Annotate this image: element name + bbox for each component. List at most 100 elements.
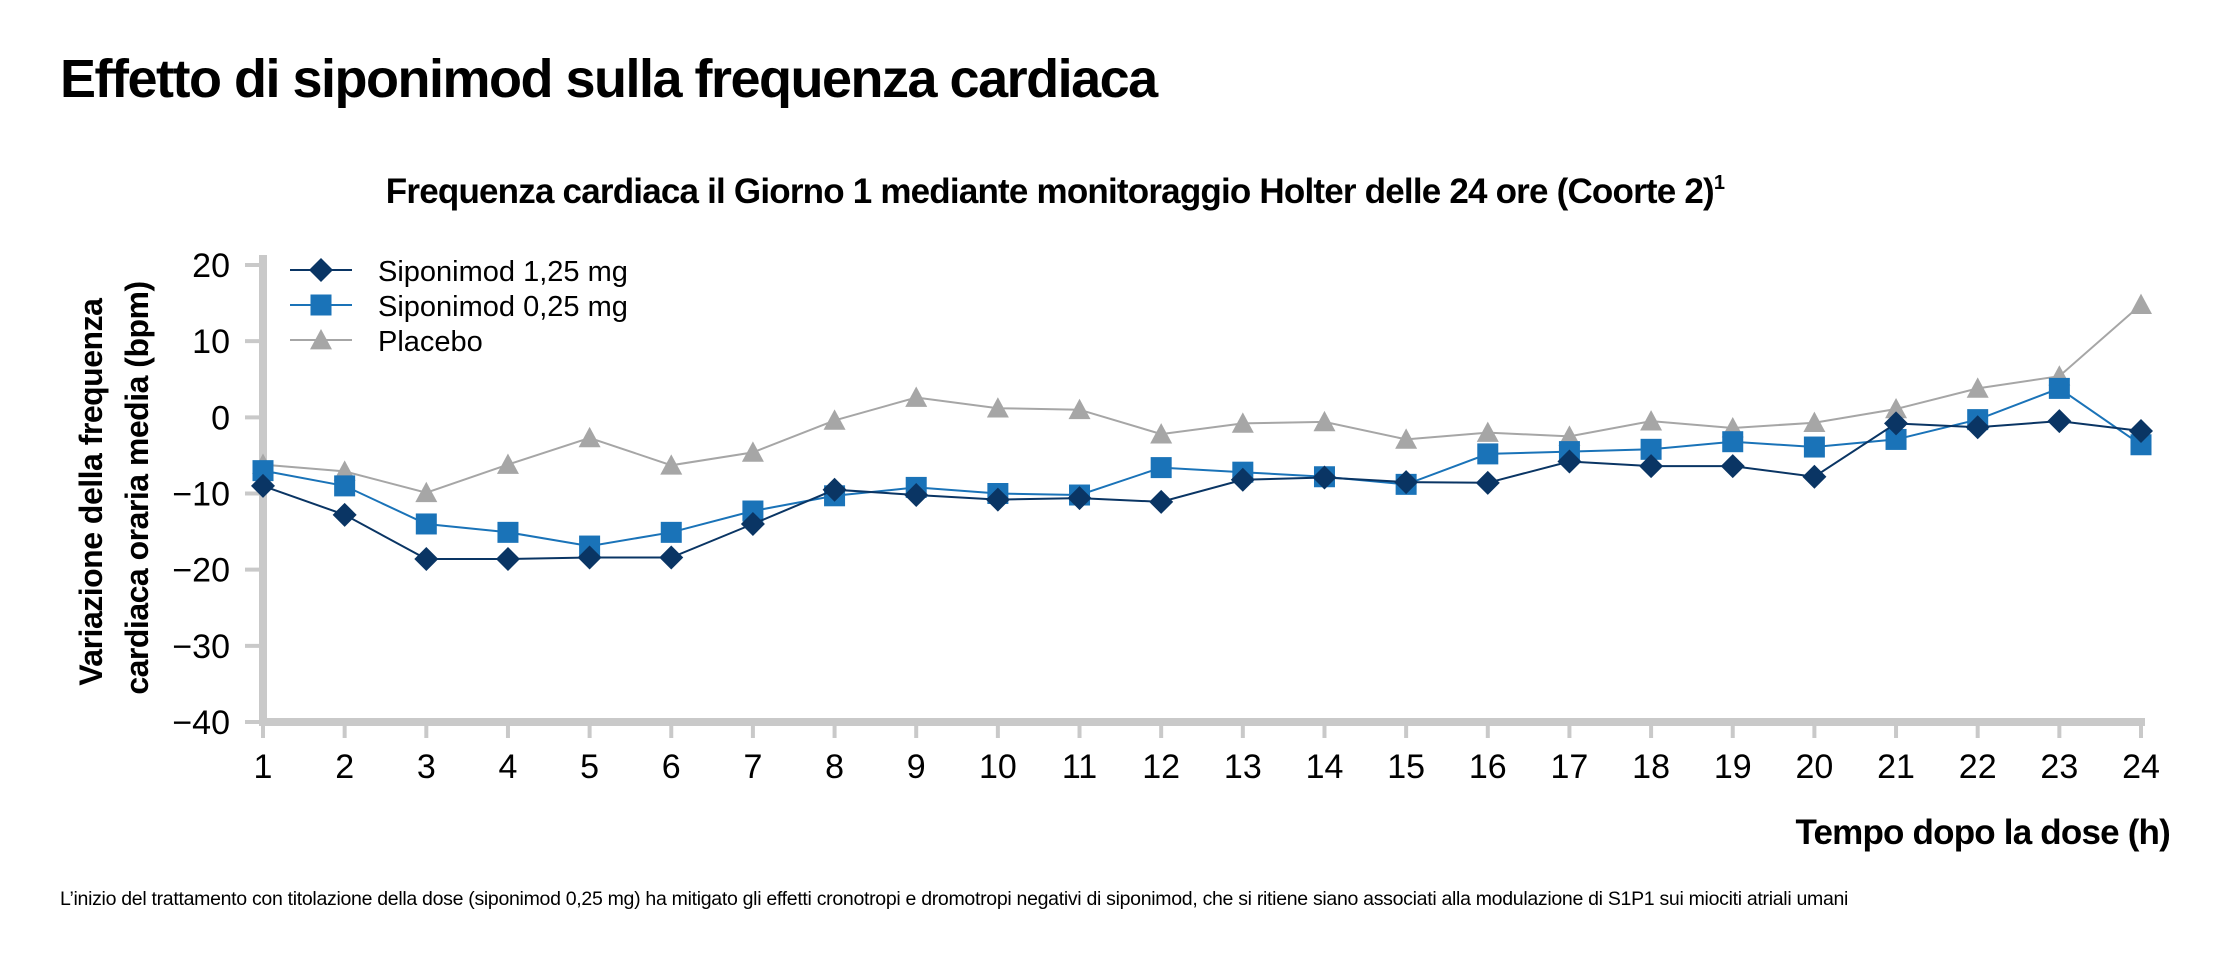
y-tick-label: −40 (172, 704, 230, 742)
data-point (1966, 377, 1989, 398)
legend-label: Placebo (378, 326, 483, 358)
data-point (1068, 398, 1091, 420)
chart-title: Frequenza cardiaca il Giorno 1 mediante … (386, 172, 1725, 211)
data-point (1312, 465, 1337, 490)
data-point (905, 386, 928, 407)
data-point (1394, 470, 1419, 495)
y-tick-label: 10 (192, 323, 230, 361)
series-square (252, 377, 2152, 557)
data-point (1150, 423, 1173, 444)
data-point (415, 513, 437, 535)
x-tick-label: 14 (1306, 748, 1344, 786)
series-triangle (252, 293, 2152, 503)
y-axis-label: Variazione della frequenza cardiaca orar… (73, 281, 155, 694)
x-tick-label: 9 (907, 748, 926, 786)
data-point (1885, 428, 1907, 450)
data-point (1640, 438, 1662, 460)
data-point (1802, 464, 1827, 489)
y-tick-label: −20 (172, 552, 230, 590)
x-tick-label: 11 (1062, 748, 1097, 786)
data-point (904, 483, 929, 508)
data-point (1885, 397, 1908, 419)
series-line (262, 420, 2142, 560)
x-tick-label: 1 (254, 748, 273, 786)
data-point (986, 397, 1009, 418)
page-title: Effetto di siponimod sulla frequenza car… (60, 49, 1158, 109)
data-point (252, 460, 274, 482)
data-point (1150, 457, 1172, 479)
data-point (334, 475, 356, 497)
data-point (332, 502, 357, 527)
data-point (414, 547, 439, 572)
x-tick-label: 4 (498, 748, 517, 786)
data-point (2047, 409, 2072, 434)
legend-item: Placebo (290, 326, 483, 358)
data-point (1803, 411, 1826, 433)
data-point (742, 500, 764, 522)
footnote: L’inizio del trattamento con titolazione… (60, 888, 1849, 910)
data-point (823, 409, 846, 430)
series-line (262, 303, 2142, 494)
data-point (497, 521, 519, 543)
data-point (1476, 421, 1499, 442)
x-tick-label: 23 (2040, 748, 2078, 786)
data-point (659, 545, 684, 570)
x-tick-label: 12 (1142, 748, 1180, 786)
data-point (1965, 415, 1990, 440)
data-point (1557, 449, 1582, 474)
data-point (1722, 431, 1744, 453)
legend-marker (309, 258, 333, 282)
data-point (2130, 293, 2152, 314)
data-point (578, 426, 601, 448)
x-tick-label: 15 (1387, 748, 1425, 786)
data-point (2129, 419, 2153, 444)
x-tick-label: 10 (979, 748, 1017, 786)
x-tick-label: 3 (417, 748, 436, 786)
data-point (415, 481, 438, 503)
data-point (660, 454, 683, 475)
data-point (1720, 454, 1745, 479)
series-diamond (251, 409, 2153, 572)
x-tick-label: 8 (825, 748, 844, 786)
x-tick-label: 24 (2122, 748, 2160, 786)
data-point (1884, 411, 1909, 436)
data-point (577, 545, 602, 570)
chart-title-superscript: 1 (1714, 172, 1725, 194)
legend-item: Siponimod 1,25 mg (290, 256, 628, 288)
x-tick-label: 18 (1632, 748, 1670, 786)
x-tick-label: 20 (1795, 748, 1833, 786)
data-point (740, 511, 765, 536)
x-tick-label: 7 (743, 748, 762, 786)
data-point (1639, 454, 1664, 479)
data-point (1640, 410, 1663, 431)
data-point (495, 547, 520, 572)
data-point (741, 441, 764, 462)
data-point (1475, 470, 1500, 495)
x-tick-label: 22 (1959, 748, 1997, 786)
chart-title-text: Frequenza cardiaca il Giorno 1 mediante … (386, 172, 1714, 211)
x-tick-label: 17 (1551, 748, 1589, 786)
data-point (1149, 489, 1174, 514)
data-point (822, 477, 847, 502)
data-point (660, 521, 682, 543)
data-point (1395, 428, 1418, 449)
data-point (985, 487, 1010, 512)
data-point (1803, 436, 1825, 458)
legend-marker (310, 329, 332, 350)
y-axis-label-line-1: Variazione della frequenza (73, 298, 109, 686)
data-point (1313, 410, 1336, 432)
x-tick-label: 13 (1224, 748, 1262, 786)
y-tick-label: −30 (172, 628, 230, 666)
x-tick-label: 5 (580, 748, 599, 786)
data-point (1477, 443, 1499, 465)
data-point (251, 473, 275, 498)
x-tick-label: 16 (1469, 748, 1507, 786)
y-axis-label-line-2: cardiaca oraria media (bpm) (119, 281, 155, 694)
data-point (1231, 412, 1254, 433)
legend-label: Siponimod 1,25 mg (378, 256, 628, 288)
legend-item: Siponimod 0,25 mg (290, 291, 628, 323)
series-layer (251, 293, 2153, 572)
